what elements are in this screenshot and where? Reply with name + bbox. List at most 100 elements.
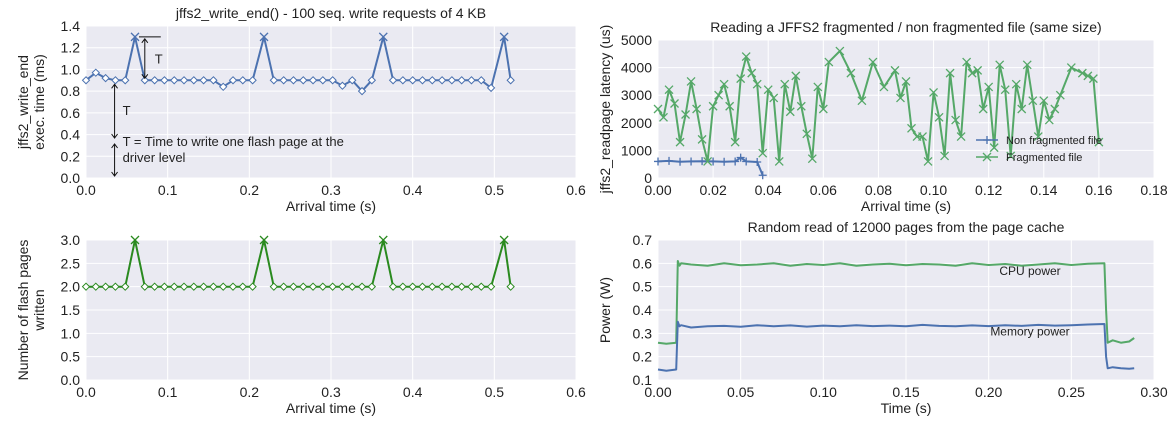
y-tick-label: 1000 bbox=[621, 142, 652, 158]
data-point bbox=[807, 154, 817, 164]
data-point bbox=[447, 76, 457, 85]
data-point bbox=[890, 65, 900, 75]
data-point bbox=[209, 76, 218, 85]
data-point bbox=[824, 57, 834, 67]
data-point bbox=[758, 148, 768, 158]
data-point bbox=[676, 157, 685, 166]
cpu-power-label: CPU power bbox=[999, 264, 1060, 278]
data-point bbox=[328, 282, 337, 291]
x-tick-label: 0.5 bbox=[485, 384, 505, 400]
data-point bbox=[995, 60, 1005, 70]
data-point bbox=[189, 282, 199, 291]
data-point bbox=[665, 156, 674, 165]
data-point bbox=[720, 157, 729, 166]
chart-title: Random read of 12000 pages from the page… bbox=[748, 219, 1065, 235]
data-point bbox=[654, 157, 662, 166]
x-tick-label: 0.0 bbox=[76, 384, 96, 400]
data-point bbox=[730, 137, 740, 147]
data-point bbox=[1000, 85, 1010, 95]
data-point bbox=[1050, 104, 1060, 114]
x-tick-label: 0.1 bbox=[158, 182, 178, 198]
data-point bbox=[923, 156, 933, 166]
y-axis-label: Power (W) bbox=[597, 277, 613, 343]
y-tick-label: 0.7 bbox=[633, 232, 653, 248]
data-point bbox=[758, 171, 767, 180]
data-point bbox=[259, 235, 269, 245]
x-tick-label: 0.2 bbox=[240, 384, 260, 400]
x-axis-label: Arrival time (s) bbox=[861, 198, 951, 214]
y-tick-label: 0.4 bbox=[633, 302, 653, 318]
x-tick-label: 0.4 bbox=[403, 182, 423, 198]
data-point bbox=[437, 76, 447, 85]
data-point bbox=[962, 57, 972, 67]
data-point bbox=[907, 123, 916, 133]
data-point bbox=[388, 282, 398, 291]
x-tick-label: 0.00 bbox=[644, 182, 671, 198]
x-tick-label: 0.04 bbox=[755, 182, 782, 198]
y-tick-label: 0.0 bbox=[61, 170, 81, 186]
y-axis-label: exec. time (ms) bbox=[31, 54, 47, 150]
y-tick-label: 2.0 bbox=[61, 279, 81, 295]
x-tick-label: 0.00 bbox=[644, 384, 671, 400]
data-point bbox=[101, 282, 110, 291]
data-point bbox=[289, 76, 298, 85]
power-chart: 0.00 0.05 0.10 0.15 0.20 0.25 0.30 0.1 0.2 0.3 0.4… bbox=[597, 219, 1168, 416]
data-point bbox=[357, 282, 367, 291]
data-point bbox=[101, 73, 110, 83]
data-point bbox=[269, 76, 279, 85]
legend-label: Non fragmented file bbox=[1006, 135, 1102, 147]
data-point bbox=[189, 76, 199, 85]
y-tick-label: 0.6 bbox=[61, 105, 81, 121]
annotation-arrow bbox=[111, 143, 118, 177]
data-point bbox=[111, 282, 120, 291]
data-point bbox=[179, 76, 189, 85]
data-point bbox=[736, 153, 745, 162]
series-line-cpu-power bbox=[657, 260, 1135, 345]
data-point bbox=[169, 76, 179, 85]
x-tick-label: 0.20 bbox=[975, 384, 1002, 400]
x-tick-label: 0.05 bbox=[727, 384, 754, 400]
data-point bbox=[348, 282, 357, 291]
data-point bbox=[338, 81, 347, 90]
y-tick-label: 0.5 bbox=[633, 279, 653, 295]
x-tick-label: 0.12 bbox=[975, 182, 1002, 198]
data-point bbox=[308, 282, 318, 291]
data-point bbox=[228, 76, 238, 85]
data-point bbox=[209, 282, 218, 291]
y-tick-label: 0.2 bbox=[633, 349, 653, 365]
data-point bbox=[457, 76, 466, 85]
y-axis-label: written bbox=[31, 289, 47, 331]
data-point bbox=[736, 74, 746, 84]
data-point bbox=[868, 57, 878, 67]
data-point bbox=[846, 68, 856, 78]
data-point bbox=[752, 79, 762, 89]
data-point bbox=[692, 104, 702, 114]
data-point bbox=[467, 76, 476, 85]
data-point bbox=[279, 76, 288, 85]
y-tick-label: 0.4 bbox=[61, 127, 81, 143]
data-point bbox=[741, 52, 751, 62]
x-axis-label: Arrival time (s) bbox=[286, 400, 376, 416]
x-tick-label: 0.02 bbox=[699, 182, 726, 198]
data-point bbox=[703, 156, 713, 166]
data-point bbox=[199, 76, 208, 85]
data-point bbox=[1006, 151, 1016, 161]
data-point bbox=[1028, 96, 1038, 106]
flash-pages-chart: 0.0 0.1 0.2 0.3 0.4 0.5 0.6 0.0 0.5 1.0 1.5 2.0 2.5 3… bbox=[15, 232, 586, 416]
y-tick-label: 1.4 bbox=[61, 18, 81, 34]
data-point bbox=[130, 235, 140, 245]
data-point bbox=[120, 76, 130, 85]
x-tick-label: 0.30 bbox=[1140, 384, 1167, 400]
y-tick-label: 1.5 bbox=[61, 302, 81, 318]
data-point bbox=[708, 101, 718, 111]
x-tick-label: 0.0 bbox=[76, 182, 96, 198]
data-point bbox=[299, 76, 308, 85]
data-point bbox=[1017, 104, 1027, 114]
data-point bbox=[150, 76, 159, 85]
x-tick-label: 0.08 bbox=[865, 182, 892, 198]
data-point bbox=[719, 79, 729, 89]
data-point bbox=[681, 110, 691, 119]
x-tick-label: 0.15 bbox=[892, 384, 919, 400]
data-point bbox=[940, 151, 950, 161]
